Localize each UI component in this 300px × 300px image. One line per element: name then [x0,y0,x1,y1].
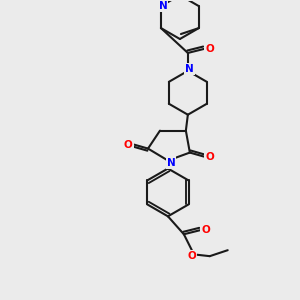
Text: N: N [185,64,194,74]
Text: N: N [158,1,167,11]
Text: O: O [206,44,214,54]
Text: O: O [188,251,196,261]
Text: O: O [206,152,214,162]
Text: O: O [201,225,210,235]
Text: O: O [124,140,133,150]
Text: N: N [167,158,175,167]
